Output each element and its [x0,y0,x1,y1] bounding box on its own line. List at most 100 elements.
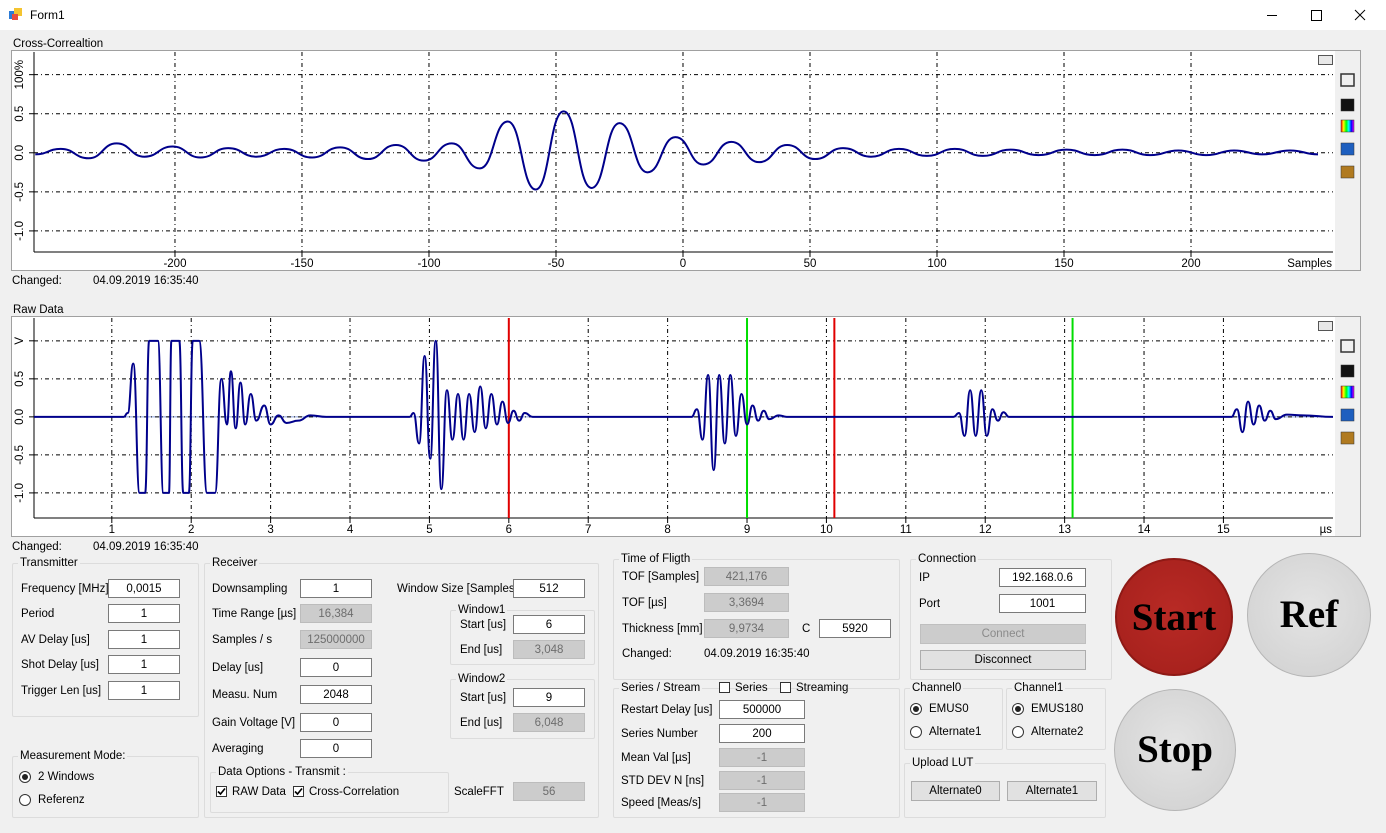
text-box[interactable]: 0 [300,713,372,732]
x-tick-label: -50 [548,258,565,270]
connection-group [910,559,1112,680]
field-label: Trigger Len [us] [21,685,102,697]
checkbox[interactable] [216,786,227,797]
field-label: Period [21,608,55,620]
chart-toolbar [1335,51,1360,270]
x-tick-label: 100 [927,258,946,270]
data-line [35,110,1319,191]
field-label: Delay [us] [212,662,264,674]
text-box[interactable]: 1 [108,604,180,623]
button[interactable]: Disconnect [920,650,1086,670]
toolbar-icon [1340,73,1355,87]
window-title: Form1 [30,8,65,22]
text-box[interactable]: 1 [108,630,180,649]
field-label: Mean Val [µs] [621,752,691,764]
radio-button[interactable] [19,771,31,783]
x-tick-label: -150 [290,258,313,270]
time-of-flight-group-title: Time of Fligth [619,552,693,566]
radio-dot [913,706,919,712]
radio-button[interactable] [910,703,922,715]
chart-frame [11,316,1361,537]
radio-label: 2 Windows [38,771,95,783]
channel1-group [1006,688,1106,750]
text-box[interactable]: 2048 [300,685,372,704]
check-mark [217,787,226,796]
field-label: Samples / s [212,634,273,646]
radio-dot [1015,706,1021,712]
text-box[interactable]: 192.168.0.6 [999,568,1086,587]
text-box[interactable]: 9 [513,688,585,707]
text-box[interactable]: 500000 [719,700,805,719]
changed-label: Changed: [12,541,62,553]
y-tick-label: -1.0 [14,483,26,503]
chart-frame [11,50,1361,271]
text-box: 6,048 [513,713,585,732]
text-box[interactable]: 6 [513,615,585,634]
x-tick-label: 1 [109,524,115,536]
checkbox[interactable] [780,682,791,693]
field-label: Changed: [622,648,672,660]
text-box[interactable]: 0,0015 [108,579,180,598]
text-box[interactable]: 0 [300,739,372,758]
receiver-group [204,563,599,818]
text-box: 56 [513,782,585,801]
y-tick-label: V [14,337,26,345]
button[interactable]: Alternate0 [911,781,1000,801]
chart-toolbar [1335,317,1360,536]
radio-button[interactable] [1012,703,1024,715]
field-label: 04.09.2019 16:35:40 [704,648,810,660]
checkbox-label: Series [735,682,768,694]
data-line [34,339,1334,494]
radio-button[interactable] [19,794,31,806]
window-controls[interactable] [1250,0,1386,30]
toolbar-icon [1340,364,1355,378]
y-tick-label: -0.5 [14,445,26,465]
text-box[interactable]: 1001 [999,594,1086,613]
y-tick-label: 100% [14,60,26,89]
stop-button[interactable]: Stop [1114,689,1236,811]
checkbox[interactable] [719,682,730,693]
text-box[interactable]: 5920 [819,619,891,638]
text-box[interactable]: 0 [300,658,372,677]
field-label: Shot Delay [us] [21,659,99,671]
x-tick-label: 5 [426,524,432,536]
field-label: Frequency [MHz] [21,583,109,595]
start-button[interactable]: Start [1115,558,1233,676]
text-box: 16,384 [300,604,372,623]
text-box[interactable]: 1 [300,579,372,598]
field-label: Time Range [µs] [212,608,297,620]
radio-button[interactable] [1012,726,1024,738]
x-tick-label: 11 [900,524,912,536]
field-label: TOF [Samples] [622,571,700,583]
toolbar-icon [1340,431,1355,445]
text-box: -1 [719,771,805,790]
chart-title: Cross-Correaltion [13,38,104,50]
field-label: AV Delay [us] [21,634,90,646]
text-box[interactable]: 1 [108,681,180,700]
check-mark [294,787,303,796]
x-tick-label: 2 [188,524,194,536]
radio-button[interactable] [910,726,922,738]
text-box[interactable]: 1 [108,655,180,674]
x-tick-label: 7 [585,524,591,536]
time-of-flight-group [613,559,900,680]
checkbox[interactable] [293,786,304,797]
radio-label: EMUS180 [1031,703,1084,715]
menu-button [1318,55,1333,65]
field-label: Window Size [Samples] [397,583,518,595]
ref-button[interactable]: Ref [1247,553,1371,677]
channel0-group-title: Channel0 [910,681,964,695]
app-icon [9,8,22,20]
text-box: 421,176 [704,567,789,586]
text-box[interactable]: 200 [719,724,805,743]
radio-label: Alternate1 [929,726,982,738]
button[interactable]: Alternate1 [1007,781,1097,801]
transmitter-group [12,563,199,717]
measurement-mode-group [12,756,199,818]
x-tick-label: 50 [804,258,817,270]
checkbox-label: RAW Data [232,786,286,798]
chart-title: Raw Data [13,304,64,316]
text-box[interactable]: 512 [513,579,585,598]
y-tick-label: 0.5 [14,106,26,122]
